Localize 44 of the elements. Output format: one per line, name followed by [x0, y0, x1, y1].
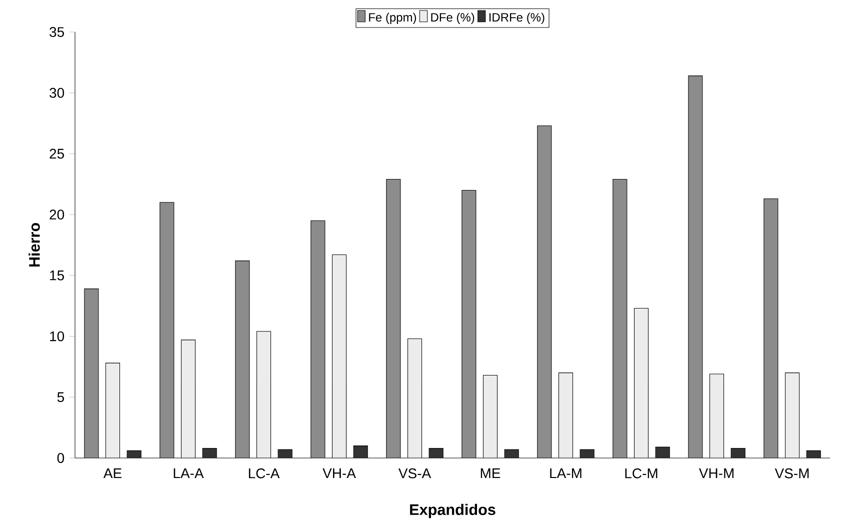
- x-tick-label: LC-A: [248, 468, 280, 478]
- x-tick-label: VH-A: [322, 468, 356, 478]
- legend-label: DFe (%): [431, 12, 474, 24]
- bar: [462, 190, 476, 458]
- bar: [235, 260, 250, 458]
- bar: [256, 331, 271, 458]
- y-tick-label: 10: [50, 331, 64, 342]
- bar: [181, 340, 196, 458]
- bar: [634, 308, 648, 458]
- y-axis-title: Hierro: [28, 223, 40, 267]
- x-tick-label: VS-A: [398, 468, 432, 478]
- bar: [612, 179, 627, 458]
- x-axis-title: Expandidos: [410, 504, 496, 518]
- x-tick-label: ME: [480, 468, 500, 478]
- bar: [160, 202, 174, 458]
- bar: [84, 288, 98, 458]
- y-tick-label: 15: [50, 270, 64, 280]
- bar: [710, 374, 724, 458]
- y-tick-label: 5: [57, 392, 64, 402]
- legend-label: IDRFe (%): [489, 12, 544, 24]
- x-tick-label: LA-M: [550, 468, 582, 478]
- bar: [332, 254, 346, 458]
- y-tick-label: 20: [50, 210, 64, 220]
- bar: [310, 220, 325, 458]
- y-tick-label: 35: [50, 27, 64, 37]
- x-tick-label: LA-A: [174, 468, 204, 478]
- bar: [106, 363, 120, 458]
- bar: [764, 198, 778, 458]
- x-tick-label: AE: [103, 468, 122, 478]
- x-tick-label: VS-M: [774, 468, 809, 478]
- y-tick-label: 30: [50, 88, 64, 98]
- bar: [537, 126, 552, 458]
- x-tick-label: LC-M: [625, 468, 658, 478]
- bar: [483, 375, 498, 458]
- bar: [558, 372, 573, 458]
- y-tick-label: 0: [57, 453, 64, 463]
- bar: [386, 179, 400, 458]
- x-tick-label: VH-M: [698, 468, 734, 478]
- y-tick-label: 25: [50, 148, 64, 159]
- bar: [784, 372, 800, 458]
- bar: [688, 76, 702, 458]
- bar: [354, 446, 368, 458]
- legend-label: Fe (ppm): [369, 12, 416, 24]
- bar: [408, 338, 422, 458]
